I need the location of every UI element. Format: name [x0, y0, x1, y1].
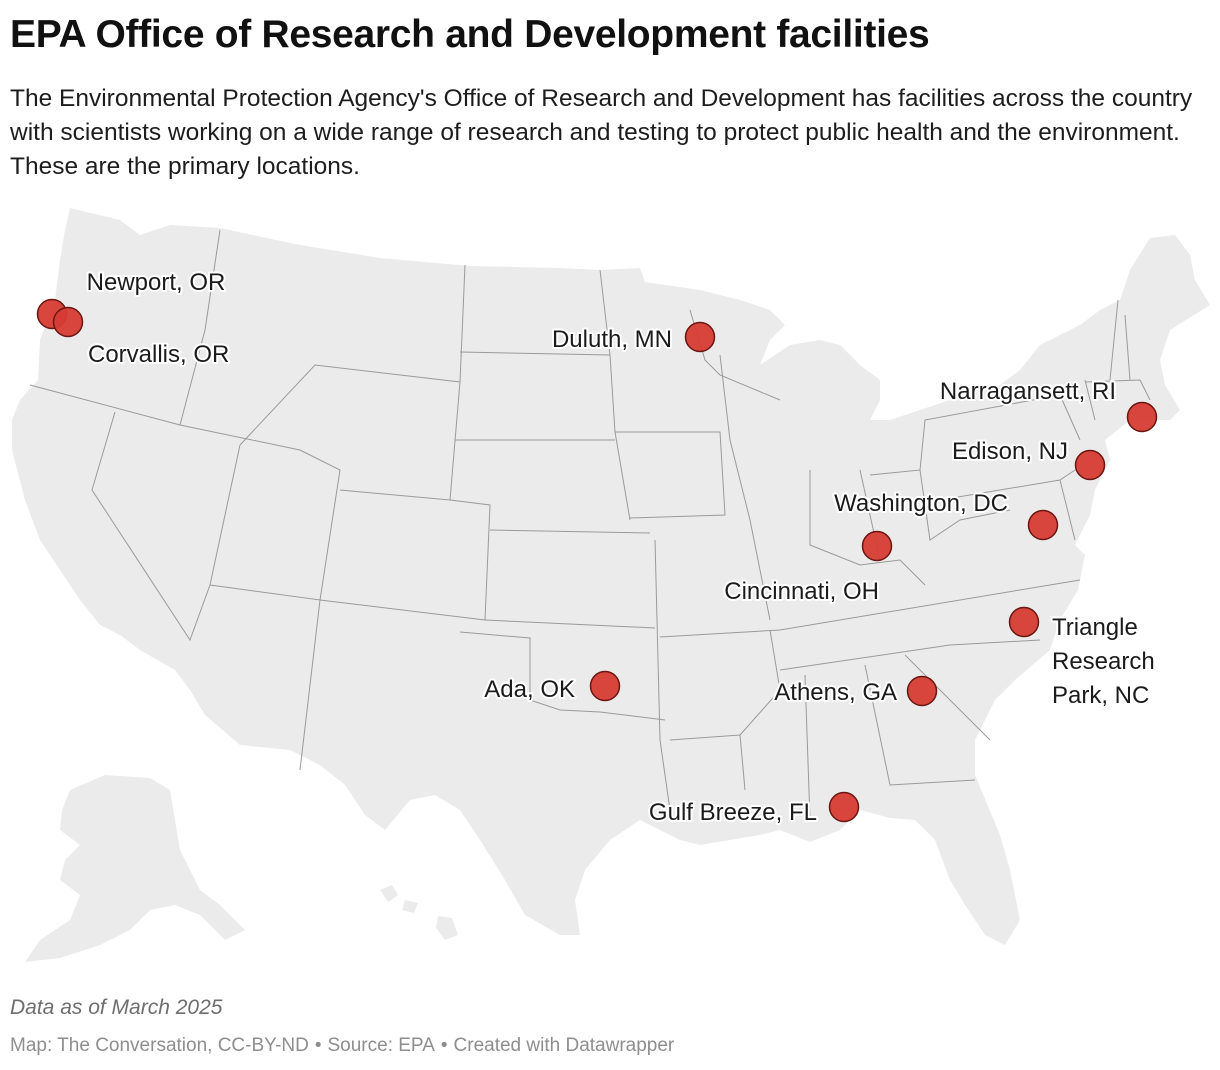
facility-label: Athens, GA	[774, 679, 897, 706]
facility-marker[interactable]	[1126, 401, 1158, 433]
state-border	[489, 529, 651, 534]
facility-label: Edison, NJ	[952, 438, 1068, 465]
facility-label: Ada, OK	[484, 676, 575, 703]
facility-label: Corvallis, OR	[88, 341, 229, 368]
source-credit[interactable]: Source: EPA	[327, 1035, 435, 1056]
footer-credits: Map: The Conversation, CC-BY-ND • Source: …	[10, 1035, 674, 1057]
footer-separator: •	[314, 1035, 322, 1056]
facility-marker[interactable]	[1008, 606, 1040, 638]
state-border	[869, 469, 1011, 541]
datawrapper-credit[interactable]: Created with Datawrapper	[453, 1035, 675, 1056]
state-border	[659, 579, 1081, 638]
facility-label: Washington, DC	[834, 490, 1008, 517]
state-border	[779, 639, 1041, 671]
state-border	[1059, 479, 1076, 541]
state-border	[1084, 379, 1096, 421]
map-credit[interactable]: Map: The Conversation, CC-BY-ND	[10, 1035, 309, 1056]
state-border	[804, 674, 811, 821]
facility-label: Gulf Breeze, FL	[649, 799, 817, 826]
facility-marker[interactable]	[589, 670, 621, 702]
facility-marker[interactable]	[861, 530, 893, 562]
footer-separator: •	[440, 1035, 448, 1056]
chart-title: EPA Office of Research and Development f…	[10, 13, 930, 56]
state-border	[599, 269, 631, 521]
state-border	[209, 449, 341, 601]
facility-marker[interactable]	[52, 306, 84, 338]
state-borders	[29, 229, 1151, 821]
contiguous-us-shape	[12, 208, 1210, 945]
state-border	[1109, 299, 1119, 381]
facility-label: Cincinnati, OH	[724, 578, 879, 605]
map-container[interactable]: Newport, OR Corvallis, OR Duluth, MN Narrag…	[0, 190, 1220, 980]
state-border	[615, 431, 726, 519]
facility-marker[interactable]	[1027, 509, 1059, 541]
facility-label: Triangle Research Park, NC	[1052, 614, 1155, 709]
hawaii-island	[402, 900, 418, 913]
data-note: Data as of March 2025	[10, 996, 223, 1019]
state-border	[459, 631, 666, 721]
facility-label: Newport, OR	[87, 269, 226, 296]
state-border	[864, 664, 976, 786]
hawaii-island	[436, 916, 458, 940]
state-border	[459, 351, 611, 356]
state-border	[809, 470, 926, 586]
state-border	[719, 354, 771, 621]
state-border	[319, 599, 656, 629]
state-border	[449, 499, 491, 621]
hawaii-island	[380, 885, 398, 902]
state-border	[29, 384, 301, 451]
chart-subtitle: The Environmental Protection Agency's Of…	[10, 85, 1193, 180]
facility-marker[interactable]	[1074, 449, 1106, 481]
state-border	[179, 229, 221, 426]
facility-label: Duluth, MN	[552, 326, 672, 353]
facility-label: Narragansett, RI	[940, 378, 1116, 405]
alaska-shape	[25, 775, 245, 962]
state-border	[919, 394, 1081, 471]
facility-marker[interactable]	[828, 791, 860, 823]
state-border	[739, 629, 781, 736]
state-border	[459, 264, 466, 383]
state-border	[1084, 379, 1151, 401]
us-map[interactable]: Newport, OR Corvallis, OR Duluth, MN Narrag…	[0, 190, 1220, 980]
state-border	[1124, 314, 1131, 381]
us-landmass	[12, 208, 1210, 962]
facility-marker[interactable]	[906, 675, 938, 707]
state-border	[904, 654, 991, 741]
state-border	[654, 539, 671, 811]
state-border	[91, 411, 241, 642]
facility-marker[interactable]	[684, 321, 716, 353]
state-border	[299, 599, 321, 771]
